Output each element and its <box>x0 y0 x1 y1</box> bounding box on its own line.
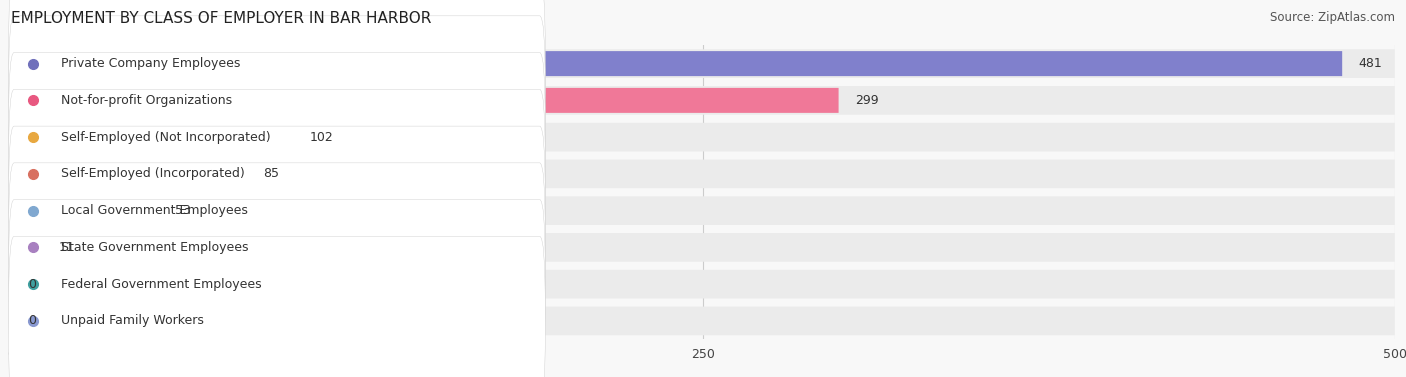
FancyBboxPatch shape <box>11 159 1395 188</box>
FancyBboxPatch shape <box>11 308 14 333</box>
FancyBboxPatch shape <box>11 49 1395 78</box>
Text: Private Company Employees: Private Company Employees <box>60 57 240 70</box>
Text: 85: 85 <box>263 167 278 180</box>
Text: Local Government Employees: Local Government Employees <box>60 204 247 217</box>
FancyBboxPatch shape <box>11 270 1395 299</box>
FancyBboxPatch shape <box>11 196 1395 225</box>
FancyBboxPatch shape <box>11 86 1395 115</box>
FancyBboxPatch shape <box>11 198 157 223</box>
FancyBboxPatch shape <box>8 53 546 222</box>
Text: State Government Employees: State Government Employees <box>60 241 249 254</box>
Text: 0: 0 <box>28 278 35 291</box>
Text: EMPLOYMENT BY CLASS OF EMPLOYER IN BAR HARBOR: EMPLOYMENT BY CLASS OF EMPLOYER IN BAR H… <box>11 11 432 26</box>
FancyBboxPatch shape <box>11 272 14 297</box>
Text: Self-Employed (Incorporated): Self-Employed (Incorporated) <box>60 167 245 180</box>
Text: Unpaid Family Workers: Unpaid Family Workers <box>60 314 204 327</box>
Text: 0: 0 <box>28 314 35 327</box>
FancyBboxPatch shape <box>11 125 294 150</box>
FancyBboxPatch shape <box>11 123 1395 152</box>
Text: Federal Government Employees: Federal Government Employees <box>60 278 262 291</box>
Text: Self-Employed (Not Incorporated): Self-Employed (Not Incorporated) <box>60 131 271 144</box>
FancyBboxPatch shape <box>8 163 546 332</box>
FancyBboxPatch shape <box>11 233 1395 262</box>
Text: Not-for-profit Organizations: Not-for-profit Organizations <box>60 94 232 107</box>
Text: 299: 299 <box>855 94 879 107</box>
FancyBboxPatch shape <box>8 89 546 259</box>
FancyBboxPatch shape <box>11 88 838 113</box>
FancyBboxPatch shape <box>8 0 546 148</box>
Text: 11: 11 <box>58 241 75 254</box>
FancyBboxPatch shape <box>11 161 246 186</box>
FancyBboxPatch shape <box>8 236 546 377</box>
FancyBboxPatch shape <box>11 51 1343 76</box>
Text: Source: ZipAtlas.com: Source: ZipAtlas.com <box>1270 11 1395 24</box>
Text: 102: 102 <box>311 131 333 144</box>
Text: 53: 53 <box>174 204 190 217</box>
FancyBboxPatch shape <box>11 307 1395 335</box>
Text: 481: 481 <box>1358 57 1382 70</box>
FancyBboxPatch shape <box>8 126 546 295</box>
FancyBboxPatch shape <box>8 200 546 369</box>
FancyBboxPatch shape <box>11 235 42 260</box>
FancyBboxPatch shape <box>8 16 546 185</box>
